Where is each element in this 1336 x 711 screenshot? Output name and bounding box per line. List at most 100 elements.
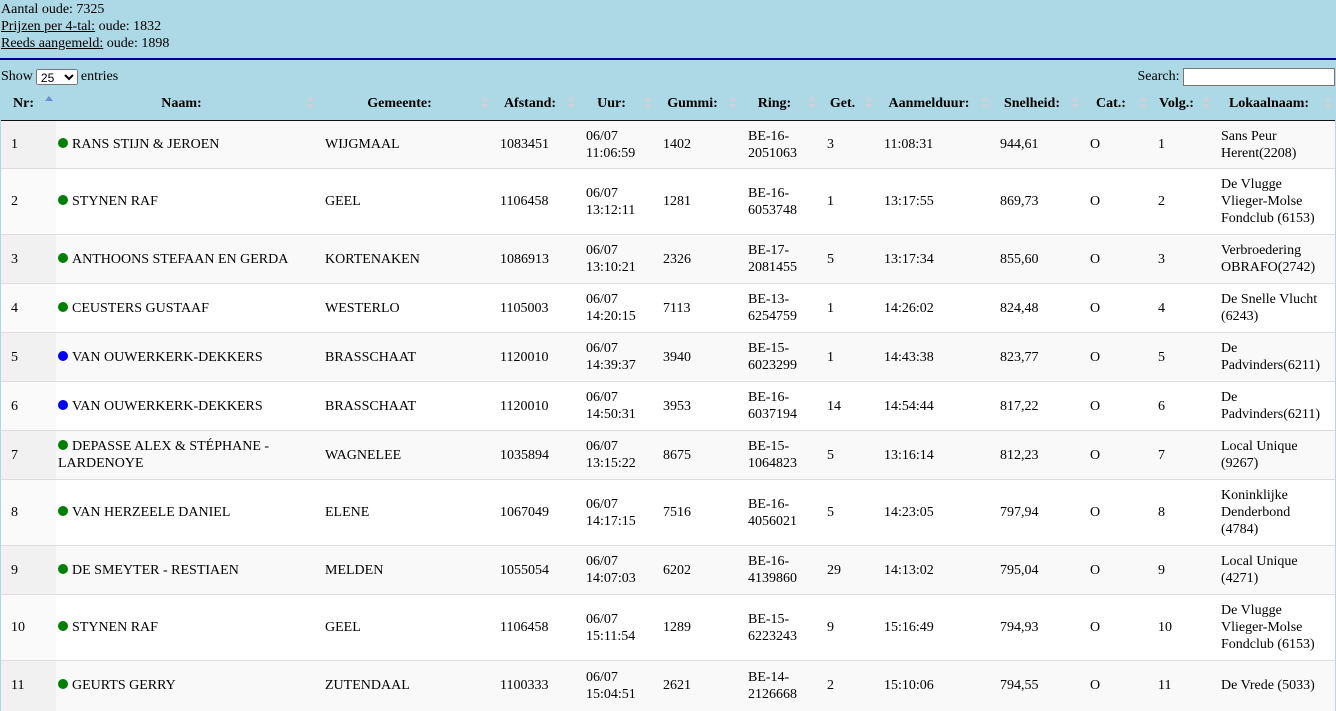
cell-gummi: 2326: [655, 234, 740, 284]
cell-gemeente-text: ZUTENDAAL: [325, 678, 410, 694]
cell-volg: 10: [1150, 594, 1213, 661]
cell-nr: 2: [1, 168, 56, 235]
cell-gummi: 1281: [655, 168, 740, 235]
col-header-nr[interactable]: Nr:: [1, 88, 56, 121]
cell-cat-text: O: [1090, 137, 1101, 152]
col-header-ring[interactable]: Ring:: [740, 88, 819, 121]
col-header-lokaalnaam[interactable]: Lokaalnaam:: [1213, 88, 1335, 121]
cell-afstand-text: 1106458: [500, 620, 549, 635]
cell-nr-text: 1: [11, 137, 18, 152]
cell-nr-text: 4: [11, 300, 18, 316]
cell-nr-text: 2: [11, 194, 18, 209]
cell-uur: 06/07 13:15:22: [578, 430, 655, 480]
table-row[interactable]: 1 RANS STIJN & JEROEN WIJGMAAL 1083451 06/07…: [1, 120, 1335, 169]
cell-ring-text: BE-16-4056021: [748, 496, 797, 529]
cell-gummi-text: 3940: [663, 349, 691, 365]
cell-snelheid: 855,60: [992, 234, 1082, 284]
cell-afstand-text: 1035894: [500, 447, 549, 463]
table-controls: Show 25 entries Search:: [1, 68, 1335, 88]
table-row[interactable]: 2 STYNEN RAF GEEL 1106458 06/07 13:12:11 1281…: [1, 168, 1335, 235]
cell-get: 14: [819, 381, 876, 431]
cell-afstand-text: 1106458: [500, 194, 549, 209]
cell-gummi-text: 1281: [663, 194, 691, 209]
table-row[interactable]: 8 VAN HERZEELE DANIEL ELENE 1067049 06/07 14…: [1, 479, 1335, 546]
prijzen-link[interactable]: Prijzen per 4-tal:: [1, 19, 96, 34]
entries-select[interactable]: 25: [35, 69, 78, 85]
cell-snelheid: 794,55: [992, 660, 1082, 711]
col-header-gemeente[interactable]: Gemeente:: [317, 88, 492, 121]
table-row[interactable]: 3 ANTHOONS STEFAAN EN GERDA KORTENAKEN 1086…: [1, 234, 1335, 284]
cell-gemeente-text: WIJGMAAL: [325, 137, 400, 152]
col-header-gummi[interactable]: Gummi:: [655, 88, 740, 121]
cell-uur-text: 06/07 15:11:54: [586, 611, 636, 644]
col-header-afstand[interactable]: Afstand:: [492, 88, 578, 121]
cell-gummi: 1289: [655, 594, 740, 661]
table-row[interactable]: 9 DE SMEYTER - RESTIAEN MELDEN 1055054 06/07…: [1, 545, 1335, 595]
cell-gummi: 7113: [655, 283, 740, 333]
cell-lokaalnaam-text: De Snelle Vlucht (6243): [1221, 292, 1318, 324]
table-row[interactable]: 10 STYNEN RAF GEEL 1106458 06/07 15:11:54 128…: [1, 594, 1335, 661]
col-header-naam[interactable]: Naam:: [56, 88, 317, 121]
table-row[interactable]: 11 GEURTS GERRY ZUTENDAAL 1100333 06/07 15:0…: [1, 660, 1335, 711]
cell-cat: O: [1082, 283, 1150, 333]
aangemeld-link[interactable]: Reeds aangemeld:: [1, 36, 104, 51]
cell-ring-text: BE-14-2126668: [748, 669, 797, 702]
cell-naam-text: VAN OUWERKERK-DEKKERS: [72, 398, 263, 414]
cell-get-text: 5: [827, 251, 834, 267]
cell-aanmelduur-text: 14:23:05: [884, 505, 934, 520]
cell-volg-text: 3: [1158, 251, 1165, 267]
cell-cat-text: O: [1090, 194, 1101, 209]
show-entries: Show 25 entries: [1, 69, 118, 85]
cell-afstand: 1106458: [492, 594, 578, 661]
cell-cat: O: [1082, 332, 1150, 382]
cell-lokaalnaam: Local Unique (4271): [1213, 545, 1335, 595]
cell-volg-text: 8: [1158, 505, 1165, 520]
col-header-cat[interactable]: Cat.:: [1082, 88, 1150, 121]
cell-naam-text: GEURTS GERRY: [72, 678, 176, 694]
cell-ring: BE-13-6254759: [740, 283, 819, 333]
cell-get-text: 3: [827, 137, 834, 152]
cell-naam: GEURTS GERRY: [56, 660, 317, 711]
cell-ring-text: BE-13-6254759: [748, 292, 797, 324]
cell-lokaalnaam: De Vrede (5033): [1213, 660, 1335, 711]
cell-volg: 3: [1150, 234, 1213, 284]
cell-aanmelduur-text: 13:17:55: [884, 194, 934, 209]
cell-gemeente: BRASSCHAAT: [317, 381, 492, 431]
cell-nr: 1: [1, 120, 56, 169]
cell-lokaalnaam: Verbroedering OBRAFO(2742): [1213, 234, 1335, 284]
search-input[interactable]: [1183, 68, 1335, 86]
cell-gemeente-text: BRASSCHAAT: [325, 349, 417, 365]
cell-ring: BE-16-4056021: [740, 479, 819, 546]
table-row[interactable]: 4 CEUSTERS GUSTAAF WESTERLO 1105003 06/07 14…: [1, 283, 1335, 333]
status-dot-icon: [58, 679, 68, 690]
cell-afstand: 1055054: [492, 545, 578, 595]
sort-icon: [1139, 96, 1147, 110]
cell-lokaalnaam-text: Verbroedering OBRAFO(2742): [1221, 243, 1316, 275]
cell-afstand: 1067049: [492, 479, 578, 546]
table-row[interactable]: 6 VAN OUWERKERK-DEKKERS BRASSCHAAT 1120010 0…: [1, 381, 1335, 431]
prijzen-line: Prijzen per 4-tal: oude: 1832: [1, 18, 169, 35]
cell-afstand-text: 1083451: [500, 137, 549, 152]
col-header-label: Ring:: [757, 96, 792, 111]
results-table: Nr: Naam: Gemeente: Afstand: Uur: Gummi:…: [1, 88, 1335, 711]
col-header-volg[interactable]: Volg.:: [1150, 88, 1213, 121]
col-header-get[interactable]: Get.: [819, 88, 876, 121]
cell-aanmelduur: 14:26:02: [876, 283, 992, 333]
col-header-aanmelduur[interactable]: Aanmelduur:: [876, 88, 992, 121]
prijzen-value: oude: 1832: [98, 19, 162, 34]
sort-asc-icon: [45, 96, 53, 110]
table-row[interactable]: 7 DEPASSE ALEX & STÉPHANE - LARDENOYE WAGN…: [1, 430, 1335, 480]
cell-get-text: 5: [827, 447, 834, 463]
cell-lokaalnaam-text: Local Unique (9267): [1221, 439, 1298, 471]
cell-aanmelduur-text: 14:43:38: [884, 349, 934, 365]
col-header-snelheid[interactable]: Snelheid:: [992, 88, 1082, 121]
table-row[interactable]: 5 VAN OUWERKERK-DEKKERS BRASSCHAAT 1120010 0…: [1, 332, 1335, 382]
cell-nr: 11: [1, 660, 56, 711]
col-header-uur[interactable]: Uur:: [578, 88, 655, 121]
cell-nr-text: 8: [11, 505, 18, 520]
cell-get-text: 29: [827, 562, 841, 578]
cell-aanmelduur-text: 14:54:44: [884, 398, 934, 414]
cell-get-text: 1: [827, 194, 834, 209]
cell-aanmelduur: 15:16:49: [876, 594, 992, 661]
cell-get: 3: [819, 120, 876, 169]
